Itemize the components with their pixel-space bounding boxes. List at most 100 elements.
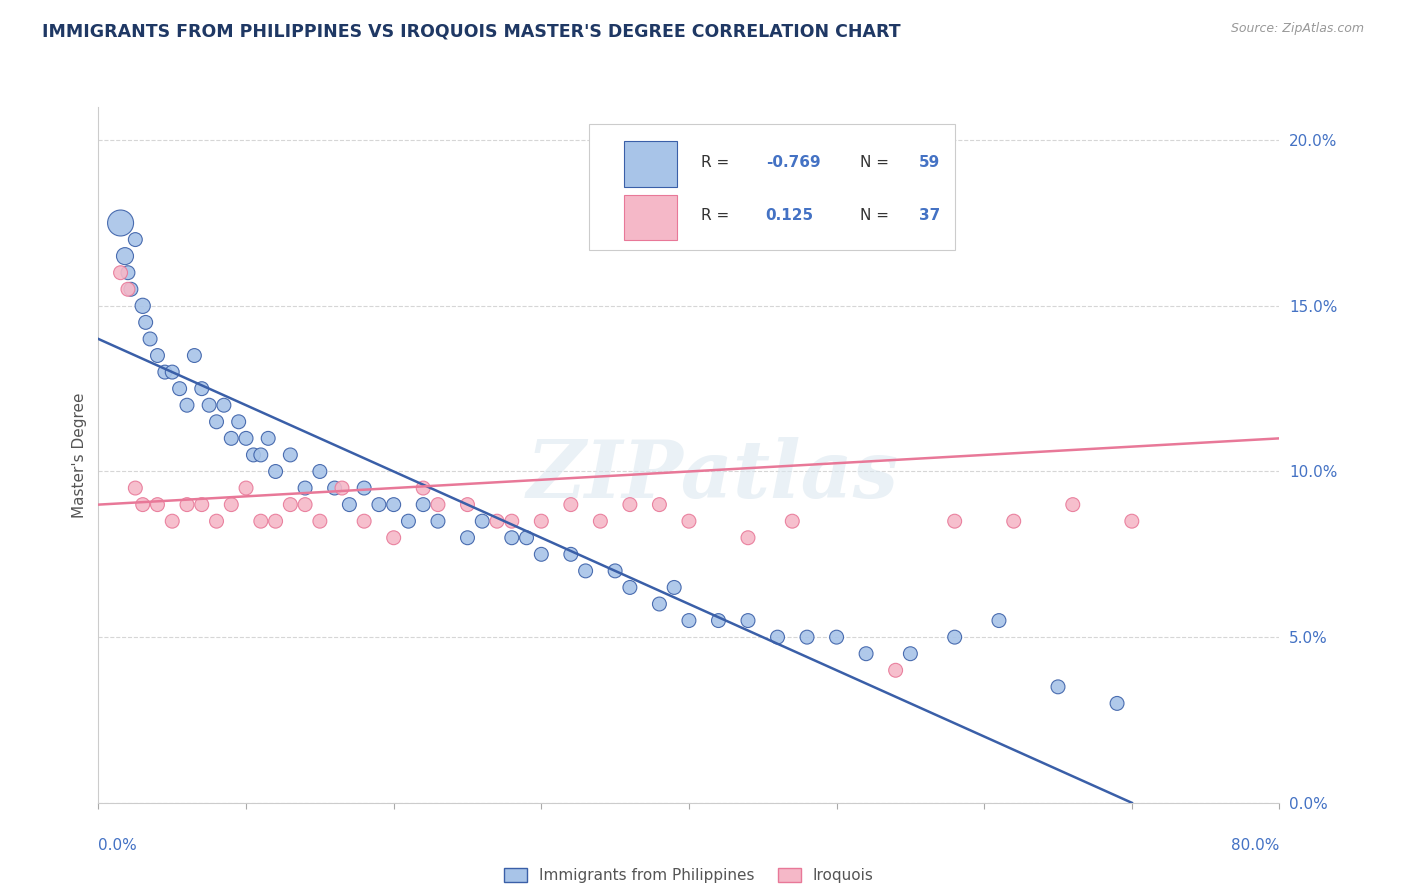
Point: [1121, 514, 1143, 528]
Point: [153, 365, 176, 379]
Point: [176, 398, 198, 412]
Point: [139, 332, 162, 346]
Point: [1062, 498, 1084, 512]
Point: [110, 266, 132, 280]
Point: [456, 531, 478, 545]
Point: [278, 498, 302, 512]
Point: [205, 415, 228, 429]
Point: [330, 481, 353, 495]
Point: [648, 498, 671, 512]
Point: [1105, 697, 1128, 711]
Point: [516, 531, 538, 545]
Text: 80.0%: 80.0%: [1232, 838, 1279, 854]
Point: [855, 647, 877, 661]
Point: [648, 597, 671, 611]
Text: Source: ZipAtlas.com: Source: ZipAtlas.com: [1230, 22, 1364, 36]
Point: [135, 315, 157, 329]
Point: [124, 233, 146, 247]
Text: -0.769: -0.769: [766, 155, 820, 169]
Point: [987, 614, 1010, 628]
Point: [619, 498, 641, 512]
Point: [486, 514, 509, 528]
Point: [323, 481, 346, 495]
Text: R =: R =: [700, 155, 734, 169]
Point: [943, 514, 966, 528]
Point: [560, 547, 582, 561]
FancyBboxPatch shape: [589, 124, 955, 250]
Point: [796, 630, 818, 644]
Point: [191, 382, 214, 396]
Point: [396, 514, 419, 528]
Point: [382, 531, 405, 545]
Point: [530, 547, 553, 561]
Point: [530, 514, 553, 528]
Point: [382, 498, 405, 512]
Point: [183, 349, 205, 363]
Point: [198, 398, 221, 412]
Point: [278, 448, 302, 462]
Point: [589, 514, 612, 528]
Point: [212, 398, 235, 412]
Text: 37: 37: [920, 208, 941, 223]
Point: [412, 481, 434, 495]
Point: [124, 481, 146, 495]
Point: [235, 431, 257, 445]
Point: [353, 481, 375, 495]
Point: [110, 216, 132, 230]
Y-axis label: Master's Degree: Master's Degree: [72, 392, 87, 517]
Point: [707, 614, 730, 628]
Point: [132, 299, 155, 313]
Point: [264, 465, 287, 479]
Text: 59: 59: [920, 155, 941, 169]
Text: N =: N =: [860, 208, 894, 223]
Point: [219, 498, 243, 512]
Point: [664, 581, 686, 595]
Point: [900, 647, 922, 661]
Point: [427, 498, 450, 512]
Point: [146, 349, 169, 363]
Point: [884, 663, 907, 677]
Point: [162, 365, 183, 379]
Point: [766, 630, 789, 644]
Point: [353, 514, 375, 528]
Point: [294, 498, 316, 512]
Text: 0.125: 0.125: [766, 208, 814, 223]
Point: [294, 481, 316, 495]
Point: [257, 431, 280, 445]
Point: [250, 448, 273, 462]
Point: [737, 531, 759, 545]
Point: [146, 498, 169, 512]
Bar: [624, 142, 678, 186]
Text: 0.0%: 0.0%: [98, 838, 138, 854]
Point: [943, 630, 966, 644]
Point: [250, 514, 273, 528]
Point: [337, 498, 360, 512]
Point: [117, 282, 139, 296]
Text: ZIPatlas: ZIPatlas: [526, 437, 898, 515]
Point: [782, 514, 804, 528]
Point: [605, 564, 627, 578]
Point: [678, 614, 700, 628]
Point: [162, 514, 183, 528]
Point: [264, 514, 287, 528]
Point: [456, 498, 478, 512]
Point: [309, 514, 332, 528]
Point: [678, 514, 700, 528]
Point: [412, 498, 434, 512]
Point: [309, 465, 332, 479]
Point: [219, 431, 243, 445]
Text: IMMIGRANTS FROM PHILIPPINES VS IROQUOIS MASTER'S DEGREE CORRELATION CHART: IMMIGRANTS FROM PHILIPPINES VS IROQUOIS …: [42, 22, 901, 40]
Point: [191, 498, 214, 512]
Point: [114, 249, 136, 263]
Point: [619, 581, 641, 595]
Point: [471, 514, 494, 528]
Point: [737, 614, 759, 628]
Legend: Immigrants from Philippines, Iroquois: Immigrants from Philippines, Iroquois: [498, 862, 880, 889]
Point: [132, 498, 155, 512]
Point: [205, 514, 228, 528]
Text: R =: R =: [700, 208, 738, 223]
Bar: [624, 194, 678, 240]
Point: [176, 498, 198, 512]
Point: [560, 498, 582, 512]
Point: [228, 415, 250, 429]
